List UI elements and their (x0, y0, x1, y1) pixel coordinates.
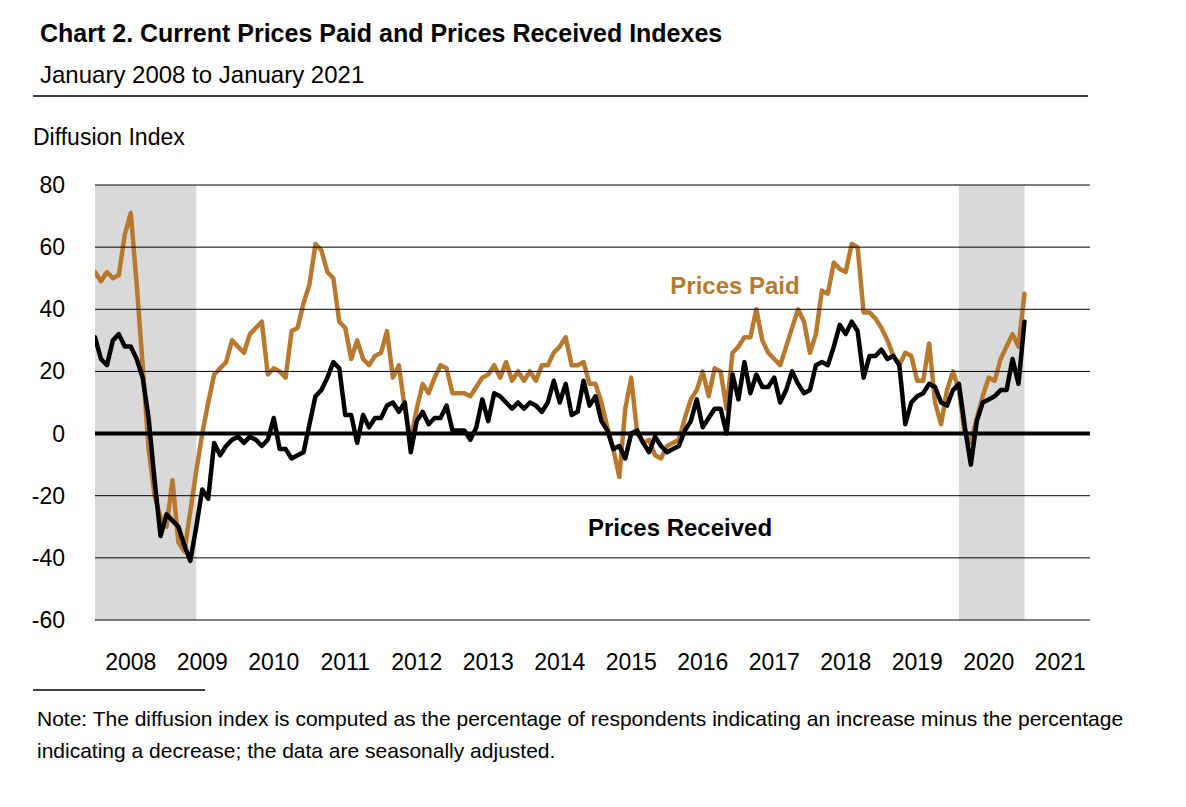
grid-line (95, 247, 1090, 248)
page: Chart 2. Current Prices Paid and Prices … (0, 0, 1186, 807)
grid-line (95, 620, 1090, 621)
x-tick-label: 2011 (321, 649, 370, 675)
grid-line (95, 557, 1090, 558)
x-tick-label: 2009 (177, 649, 228, 675)
plot-left-edge (95, 185, 96, 620)
x-tick-label: 2019 (892, 649, 943, 675)
note: Note: The diffusion index is computed as… (37, 703, 1152, 767)
x-tick-label: 2017 (749, 649, 800, 675)
title: Chart 2. Current Prices Paid and Prices … (40, 19, 722, 47)
x-tick-label: 2012 (391, 649, 442, 675)
subtitle: January 2008 to January 2021 (40, 61, 364, 88)
x-tick-label: 2021 (1035, 649, 1086, 675)
zero-line (95, 432, 1090, 436)
x-tick-label: 2008 (105, 649, 156, 675)
x-tick-label: 2010 (248, 649, 299, 675)
y-tick-label: -40 (32, 545, 65, 571)
y-tick-label: 40 (39, 296, 65, 322)
series-label: Prices Paid (670, 272, 799, 299)
x-tick-label: 2016 (677, 649, 728, 675)
y-tick-label: -20 (32, 483, 65, 509)
x-tick-label: 2014 (534, 649, 585, 675)
chart: Chart 2. Current Prices Paid and Prices … (0, 0, 1186, 807)
series-line (95, 213, 1024, 552)
grid-line (95, 309, 1090, 310)
x-tick-label: 2020 (963, 649, 1014, 675)
x-tick-label: 2013 (463, 649, 514, 675)
x-tick-label: 2015 (606, 649, 657, 675)
grid-line (95, 371, 1090, 372)
y-axis-label: Diffusion Index (33, 124, 185, 150)
shaded-range (959, 185, 1025, 620)
y-tick-label: 20 (39, 358, 65, 384)
plot-area (95, 185, 1024, 620)
title-rule (33, 95, 1088, 97)
series-line (95, 322, 1024, 561)
y-tick-label: 80 (39, 172, 65, 198)
x-tick-label: 2018 (820, 649, 871, 675)
series-label: Prices Received (588, 514, 772, 541)
y-tick-label: 60 (39, 234, 65, 260)
grid-line (95, 495, 1090, 496)
note-rule (33, 689, 205, 691)
grid-line (95, 185, 1090, 186)
y-tick-label: 0 (52, 421, 65, 447)
y-tick-label: -60 (32, 607, 65, 633)
